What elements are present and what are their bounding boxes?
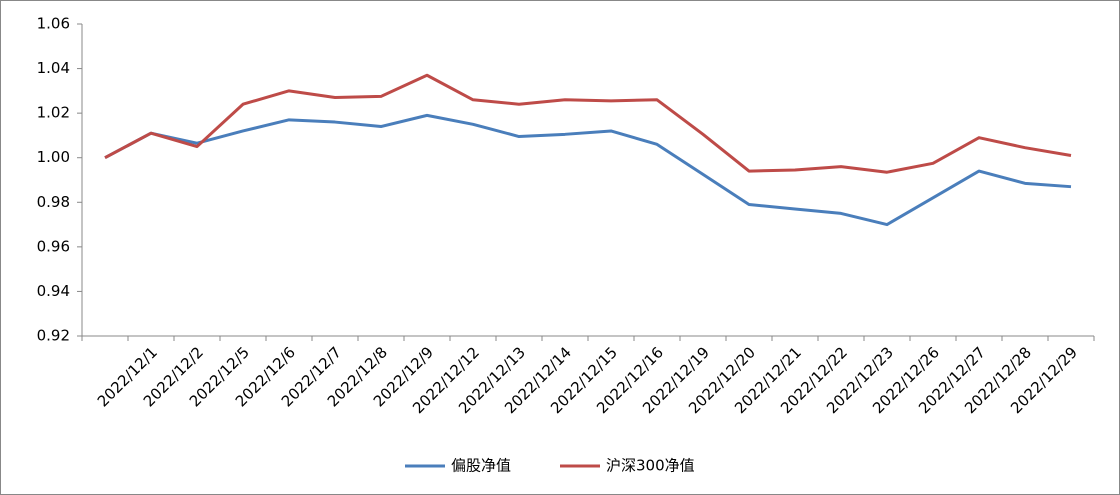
series-line [104,73,1072,174]
legend-label: 沪深300净值 [606,457,695,475]
y-tick-label: 1.00 [37,148,70,166]
legend-label: 偏股净值 [451,457,511,475]
y-tick-label: 1.04 [37,59,70,77]
y-tick-label: 1.06 [37,15,70,33]
y-tick-label: 0.98 [37,193,70,211]
y-tick-label: 0.92 [37,327,70,345]
series-line [104,113,1072,227]
y-tick-label: 1.02 [37,104,70,122]
y-tick-label: 0.96 [37,237,70,255]
y-tick-label: 0.94 [37,282,70,300]
